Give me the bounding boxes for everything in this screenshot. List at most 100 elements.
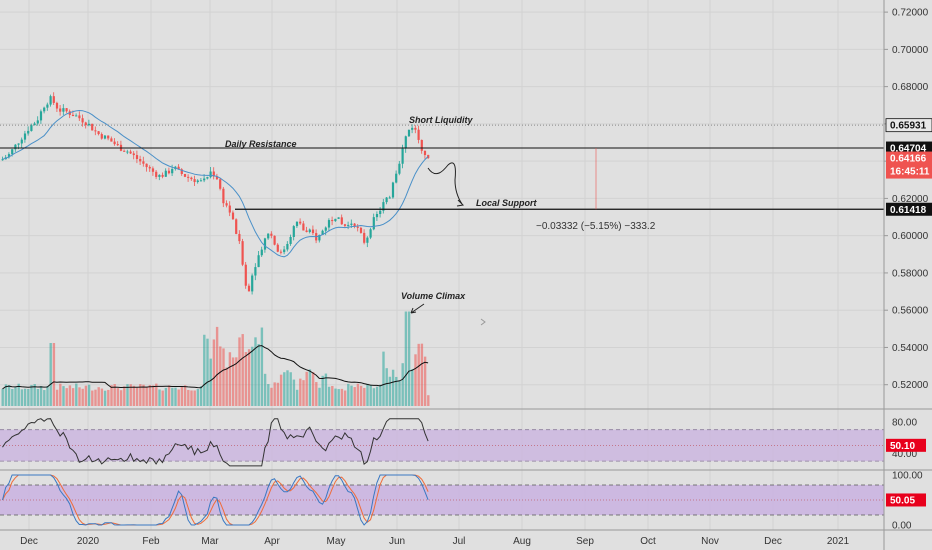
candle-body (43, 107, 46, 112)
volume-bar (257, 344, 260, 406)
candle-body (180, 169, 183, 174)
volume-bar (55, 389, 59, 406)
candle-body (167, 170, 171, 174)
volume-bar (302, 380, 305, 406)
volume-bar (279, 374, 283, 406)
candle-body (228, 205, 231, 213)
daily-resistance-price: 0.64704 (890, 144, 927, 155)
candle-body (366, 237, 369, 243)
volume-bar (46, 386, 49, 406)
candle-body (132, 153, 135, 156)
volume-bar (62, 386, 65, 406)
volume-bar (347, 383, 350, 406)
stoch-k-line (2, 474, 429, 526)
candle-body (283, 249, 286, 253)
volume-bar (71, 388, 75, 406)
candle-body (353, 223, 356, 227)
candle-body (23, 133, 27, 140)
candle-body (334, 218, 337, 222)
chevron-right-icon[interactable] (480, 318, 486, 326)
volume-bar (385, 368, 388, 406)
volume-bar (254, 337, 257, 406)
volume-bar (267, 384, 270, 406)
candle-body (305, 230, 308, 233)
volume-bar (391, 369, 395, 406)
time-tick-label: Oct (640, 536, 656, 547)
candle-body (324, 227, 327, 231)
volume-bar (343, 390, 347, 406)
candle-body (359, 227, 363, 233)
volume-bar (356, 383, 360, 406)
volume-bar (420, 343, 424, 406)
volume-bar (231, 357, 235, 406)
stoch-panel (0, 469, 932, 526)
price-panel-bg (0, 0, 884, 408)
volume-bar (270, 387, 273, 406)
candle-body (219, 179, 222, 189)
volume-bar (372, 388, 376, 406)
price-tick-label: 0.68000 (892, 82, 929, 93)
candle-body (81, 118, 84, 123)
time-axis[interactable]: Dec 2020 Feb Mar Apr May Jun Jul Aug Sep Oct Nov Dec… (20, 536, 849, 547)
price-tick-label: 0.56000 (892, 306, 929, 317)
volume-bar (11, 389, 14, 406)
axis-corner (885, 531, 932, 550)
candle-body (75, 115, 78, 117)
volume-bar (23, 388, 27, 406)
candle-body (379, 210, 382, 215)
candle-body (350, 223, 353, 225)
price-axis[interactable]: 0.720000.700000.680000.660000.640000.620… (884, 8, 929, 392)
volume-bars (1, 311, 430, 406)
rsi-axis[interactable]: 80.00 40.00 (892, 417, 917, 459)
projection-arrow (427, 162, 463, 205)
candle-body (20, 139, 23, 144)
candle-body (100, 134, 103, 139)
candle-body (151, 168, 155, 172)
volume-bar (43, 390, 46, 406)
rsi-value-tag: 50.10 (886, 438, 926, 452)
volume-bar (235, 357, 238, 406)
candle-body (420, 139, 423, 151)
volume-bar (113, 384, 116, 406)
volume-bar (379, 384, 382, 406)
daily-resistance-tag: 0.64704 (886, 141, 932, 155)
candle-body (385, 197, 388, 203)
volume-bar (363, 387, 366, 406)
volume-bar (241, 334, 244, 406)
candle-body (196, 180, 199, 183)
volume-bar (337, 389, 340, 406)
short-liquidity-price: 0.65931 (890, 121, 927, 132)
volume-bar (119, 390, 123, 406)
candle-body (203, 178, 206, 181)
volume-bar (289, 372, 292, 406)
volume-bar (94, 389, 97, 406)
candle-body (231, 212, 235, 220)
candle-body (65, 108, 68, 112)
projection-arrowhead (456, 199, 465, 207)
time-tick-label: Dec (764, 536, 782, 547)
volume-bar (212, 339, 216, 406)
volume-bar (283, 372, 286, 406)
candle-body (372, 217, 375, 230)
candle-body (292, 226, 295, 237)
volume-bar (187, 389, 190, 406)
candle-body (212, 171, 215, 177)
candle-body (183, 173, 187, 177)
candle-body (206, 177, 209, 179)
candle-body (423, 150, 427, 156)
candle-body (87, 123, 91, 126)
candle-body (414, 127, 417, 130)
candle-body (1, 159, 4, 161)
volume-bar (103, 390, 107, 406)
time-tick-label: Mar (201, 536, 219, 547)
price-tick-label: 0.72000 (892, 8, 929, 19)
price-tick-label: 0.54000 (892, 343, 929, 354)
volume-bar (311, 372, 315, 406)
candle-body (39, 111, 43, 121)
candle-body (11, 149, 14, 155)
candle-body (308, 229, 311, 233)
volume-bar (100, 388, 104, 406)
time-tick-label: Apr (264, 536, 280, 547)
